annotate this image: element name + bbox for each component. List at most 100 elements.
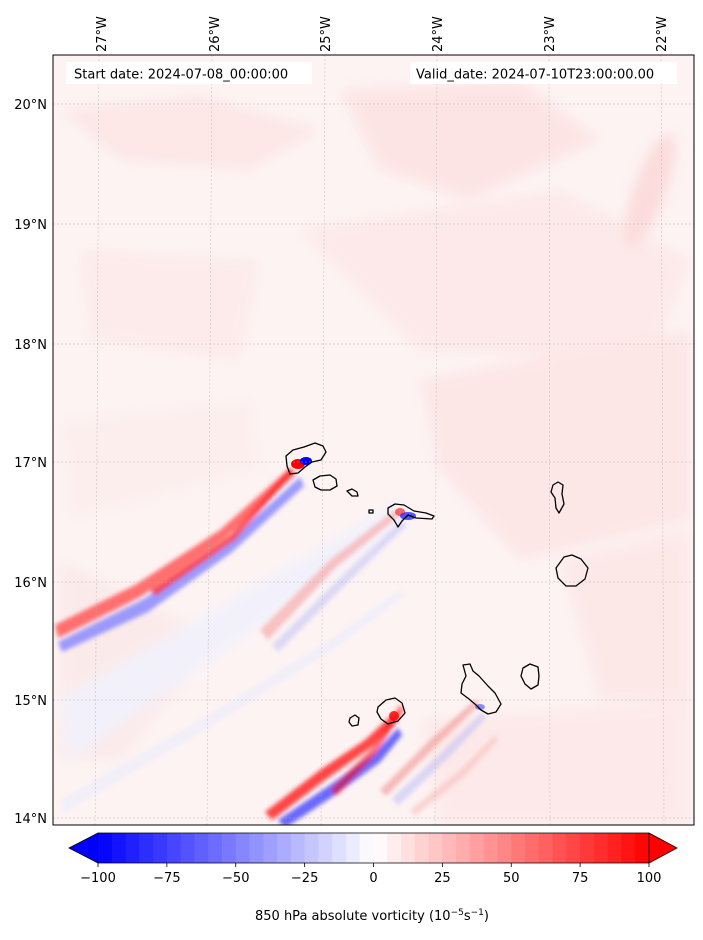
lat-tick-label: 15°N [14,694,47,709]
colorbar-step [373,833,388,863]
map-frame [52,54,695,826]
background-vorticity-field [60,80,690,825]
colorbar-tick-label: 100 [637,871,662,886]
lon-tick-label: 27°W [95,16,110,52]
lon-gridline [660,55,665,825]
lon-tick-labels: 27°W 26°W 25°W 24°W 23°W 22°W [95,16,670,52]
island-maio [520,663,540,690]
colorbar-step [525,833,540,863]
colorbar-tick-label: 75 [572,871,589,886]
colorbar-step [401,833,416,863]
lat-tick-label: 14°N [14,812,47,827]
colorbar-step [635,833,650,863]
colorbar-tick-label: −50 [222,871,249,886]
colorbar-label-text: 850 hPa absolute vorticity [255,909,425,924]
colorbar-step [235,833,251,863]
colorbar-step [125,833,140,863]
colorbar-step [180,833,195,863]
colorbar-step [497,833,512,863]
island-santo-antao [285,442,327,475]
start-date-label: Start date: 2024-07-08_00:00:00 [74,68,288,83]
colorbar-unit-exponent: −5 [451,908,464,918]
colorbar-step [332,833,347,863]
colorbar-unit-exponent: −1 [471,908,484,918]
valid-date-box [410,62,677,84]
lat-tick-label: 20°N [14,98,47,113]
colorbar-step [593,833,609,863]
colorbar-unit-base: s [464,909,471,924]
coastlines [285,442,589,727]
colorbar-step [607,833,622,863]
colorbar-step [359,833,374,863]
colorbar-step [414,833,430,863]
colorbar-step [621,833,636,863]
lon-gridline [434,55,438,825]
colorbar-ticks [97,863,650,867]
lon-tick-label: 24°W [431,16,446,52]
island-santiago [460,663,502,715]
island-santa-luzia [346,488,359,497]
gridlines [53,55,694,825]
colorbar-step [194,833,209,863]
start-date-box [66,62,312,84]
lat-tick-label: 19°N [14,218,47,233]
lat-tick-labels: 20°N 19°N 18°N 17°N 16°N 15°N 14°N [14,98,47,827]
colorbar-extend-low [68,832,99,864]
colorbar-step [428,833,443,863]
colorbar-step [139,833,154,863]
colorbar-step [153,833,168,863]
colorbar-tick-label: 50 [503,871,520,886]
colorbar-step [566,833,581,863]
colorbar-step [345,833,361,863]
colorbar-step [318,833,333,863]
colorbar-step [469,833,485,863]
colorbar-unit-base: 10 [434,909,451,924]
lat-tick-label: 17°N [14,456,47,471]
colorbar-step [263,833,278,863]
plot-area: Start date: 2024-07-08_00:00:00 Valid_da… [53,55,694,825]
lat-tick-label: 16°N [14,576,47,591]
lon-gridline [320,55,326,825]
colorbar-step [538,833,554,863]
lon-tick-label: 23°W [543,16,558,52]
colorbar-step [304,833,319,863]
island-boa-vista [555,554,589,587]
colorbar-step [221,833,237,863]
island-sao-vicente [312,474,338,491]
colorbar-step [442,833,457,863]
colorbar-tick-label: 0 [369,871,377,886]
valid-date-label: Valid_date: 2024-07-10T23:00:00.00 [416,68,654,83]
colorbar-step [511,833,526,863]
colorbar-step [580,833,595,863]
lon-tick-label: 25°W [319,16,334,52]
colorbar: −100 −75 −50 −25 0 25 50 75 100 850 hPa absolute… [68,832,678,924]
colorbar-step [249,833,264,863]
colorbar-tick-label: −25 [291,871,318,886]
lon-gridline [94,55,100,825]
lat-tick-label: 18°N [14,338,47,353]
colorbar-step [111,833,127,863]
colorbar-step [208,833,223,863]
colorbar-step [483,833,498,863]
colorbar-label: 850 hPa absolute vorticity (10−5s−1) [255,908,489,924]
colorbar-tick-label: −100 [80,871,116,886]
island-brava [348,714,360,727]
lon-gridline [206,55,213,825]
colorbar-step [277,833,292,863]
lon-tick-label: 22°W [655,16,670,52]
colorbar-step [387,833,402,863]
island-wake-streaks [55,468,498,825]
colorbar-step [552,833,567,863]
colorbar-step [290,833,306,863]
colorbar-step [456,833,471,863]
lon-gridline [548,55,551,825]
colorbar-tick-labels: −100 −75 −50 −25 0 25 50 75 100 [80,871,661,886]
lon-tick-label: 26°W [208,16,223,52]
colorbar-extend-high [648,832,678,864]
island-vorticity-spots [291,457,485,721]
island-fogo [376,697,406,725]
colorbar-tick-label: −75 [153,871,180,886]
island-raso [368,509,374,514]
island-sao-nicolau [387,503,435,528]
